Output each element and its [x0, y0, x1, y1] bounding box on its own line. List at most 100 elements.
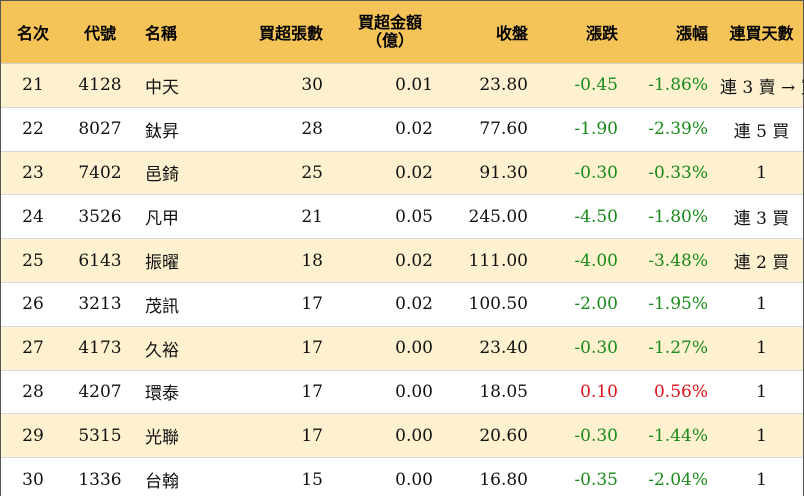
header-consecutive-days: 連買天數 — [720, 1, 803, 64]
cell-close: 100.50 — [445, 282, 540, 327]
cell-change: 0.10 — [540, 370, 630, 415]
cell-close: 18.05 — [445, 370, 540, 415]
header-net-buy-lots: 買超張數 — [225, 1, 335, 64]
cell-change: -4.00 — [540, 238, 630, 283]
cell-consecutive-days: 1 — [720, 413, 803, 459]
cell-change: -0.45 — [540, 63, 630, 108]
table-row: 28 4207 環泰 17 0.00 18.05 0.10 0.56% 1 — [1, 370, 803, 415]
cell-rank: 25 — [1, 238, 65, 283]
cell-consecutive-days: 1 — [720, 457, 803, 501]
table-row: 24 3526 凡甲 21 0.05 245.00 -4.50 -1.80% 連 3 買 — [1, 194, 803, 240]
cell-change-pct: 0.56% — [630, 370, 720, 415]
cell-code: 4173 — [65, 326, 135, 371]
cell-net-buy-amount: 0.00 — [335, 413, 445, 459]
cell-name: 環泰 — [135, 370, 225, 415]
cell-net-buy-lots: 17 — [225, 326, 335, 371]
cell-net-buy-amount: 0.00 — [335, 326, 445, 371]
cell-close: 23.40 — [445, 326, 540, 371]
header-net-buy-amount: 買超金額 （億） — [335, 1, 445, 64]
cell-net-buy-lots: 17 — [225, 413, 335, 459]
cell-code: 5315 — [65, 413, 135, 459]
cell-consecutive-days: 1 — [720, 151, 803, 196]
cell-rank: 21 — [1, 63, 65, 108]
cell-close: 245.00 — [445, 194, 540, 240]
header-change: 漲跌 — [540, 1, 630, 64]
cell-net-buy-lots: 28 — [225, 107, 335, 152]
table-row: 27 4173 久裕 17 0.00 23.40 -0.30 -1.27% 1 — [1, 326, 803, 371]
cell-rank: 24 — [1, 194, 65, 240]
cell-code: 8027 — [65, 107, 135, 152]
cell-close: 16.80 — [445, 457, 540, 501]
table-row: 25 6143 振曜 18 0.02 111.00 -4.00 -3.48% 連 2 買 — [1, 238, 803, 283]
cell-code: 3213 — [65, 282, 135, 327]
cell-change-pct: -2.04% — [630, 457, 720, 501]
cell-net-buy-lots: 18 — [225, 238, 335, 283]
cell-change-pct: -0.33% — [630, 151, 720, 196]
header-net-buy-amount-unit: （億） — [365, 31, 414, 50]
cell-net-buy-amount: 0.00 — [335, 370, 445, 415]
cell-net-buy-amount: 0.02 — [335, 238, 445, 283]
cell-net-buy-amount: 0.02 — [335, 282, 445, 327]
cell-net-buy-lots: 15 — [225, 457, 335, 501]
cell-change: -1.90 — [540, 107, 630, 152]
cell-change: -0.30 — [540, 413, 630, 459]
cell-net-buy-amount: 0.02 — [335, 107, 445, 152]
cell-close: 23.80 — [445, 63, 540, 108]
cell-code: 1336 — [65, 457, 135, 501]
cell-name: 台翰 — [135, 457, 225, 501]
cell-code: 4207 — [65, 370, 135, 415]
cell-code: 4128 — [65, 63, 135, 108]
cell-consecutive-days: 連 2 買 — [720, 238, 803, 283]
cell-net-buy-amount: 0.02 — [335, 151, 445, 196]
cell-rank: 28 — [1, 370, 65, 415]
header-row: 名次 代號 名稱 買超張數 買超金額 （億） 收盤 漲跌 漲幅 連買天數 — [1, 1, 803, 64]
cell-consecutive-days: 1 — [720, 282, 803, 327]
cell-name: 振曜 — [135, 238, 225, 283]
cell-rank: 29 — [1, 413, 65, 459]
cell-name: 邑錡 — [135, 151, 225, 196]
cell-code: 3526 — [65, 194, 135, 240]
cell-rank: 27 — [1, 326, 65, 371]
table-row: 26 3213 茂訊 17 0.02 100.50 -2.00 -1.95% 1 — [1, 282, 803, 327]
header-close: 收盤 — [445, 1, 540, 64]
cell-name: 中天 — [135, 63, 225, 108]
cell-name: 光聯 — [135, 413, 225, 459]
cell-change: -4.50 — [540, 194, 630, 240]
cell-code: 6143 — [65, 238, 135, 283]
header-net-buy-amount-label: 買超金額 — [357, 13, 422, 32]
cell-name: 茂訊 — [135, 282, 225, 327]
cell-net-buy-amount: 0.05 — [335, 194, 445, 240]
cell-rank: 30 — [1, 457, 65, 501]
cell-rank: 22 — [1, 107, 65, 152]
cell-consecutive-days: 連 3 買 — [720, 194, 803, 240]
cell-net-buy-lots: 30 — [225, 63, 335, 108]
header-code: 代號 — [65, 1, 135, 64]
table-row: 30 1336 台翰 15 0.00 16.80 -0.35 -2.04% 1 — [1, 457, 803, 501]
cell-change: -0.30 — [540, 151, 630, 196]
cell-change-pct: -2.39% — [630, 107, 720, 152]
cell-net-buy-lots: 17 — [225, 282, 335, 327]
cell-code: 7402 — [65, 151, 135, 196]
cell-name: 久裕 — [135, 326, 225, 371]
cell-consecutive-days: 連 5 買 — [720, 107, 803, 152]
cell-rank: 26 — [1, 282, 65, 327]
cell-close: 111.00 — [445, 238, 540, 283]
cell-close: 20.60 — [445, 413, 540, 459]
cell-change-pct: -1.80% — [630, 194, 720, 240]
header-name: 名稱 — [135, 1, 225, 64]
header-rank: 名次 — [1, 1, 65, 64]
cell-change: -0.35 — [540, 457, 630, 501]
cell-change-pct: -1.44% — [630, 413, 720, 459]
cell-net-buy-lots: 17 — [225, 370, 335, 415]
table-row: 22 8027 鈦昇 28 0.02 77.60 -1.90 -2.39% 連 5 買 — [1, 107, 803, 152]
cell-change-pct: -3.48% — [630, 238, 720, 283]
cell-net-buy-amount: 0.01 — [335, 63, 445, 108]
cell-rank: 23 — [1, 151, 65, 196]
cell-change: -0.30 — [540, 326, 630, 371]
cell-change: -2.00 — [540, 282, 630, 327]
cell-change-pct: -1.95% — [630, 282, 720, 327]
cell-change-pct: -1.27% — [630, 326, 720, 371]
